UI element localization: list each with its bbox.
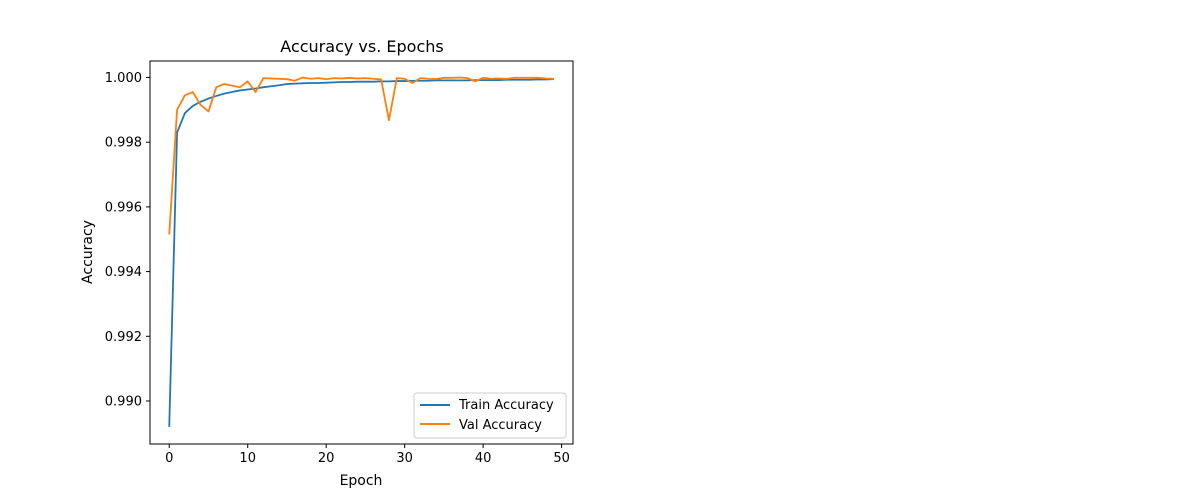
x-tick-label: 0 (165, 451, 173, 466)
x-axis-label: Epoch (340, 473, 383, 489)
legend: Train Accuracy Val Accuracy (413, 392, 567, 439)
y-tick-label: 1.000 (105, 71, 142, 86)
x-tick-label: 50 (553, 451, 570, 466)
y-tick-label: 0.994 (105, 265, 142, 280)
chart-title: Accuracy vs. Epochs (280, 37, 443, 56)
y-tick-label: 0.992 (105, 330, 142, 345)
legend-box (413, 392, 567, 439)
y-axis-label: Accuracy (80, 220, 96, 284)
legend-label-train: Train Accuracy (458, 398, 554, 413)
legend-label-val: Val Accuracy (459, 418, 542, 433)
x-tick-label: 30 (396, 451, 413, 466)
plot-area (168, 76, 554, 427)
y-tick-label: 0.990 (105, 394, 142, 409)
x-tick-label: 40 (475, 451, 492, 466)
axes-frame (149, 60, 574, 445)
series-line-val-accuracy (168, 76, 554, 235)
x-tick-label: 20 (318, 451, 335, 466)
y-tick-label: 0.996 (105, 200, 142, 215)
x-tick-label: 10 (239, 451, 256, 466)
x-axis: 0 10 20 30 40 50 (165, 444, 570, 466)
y-tick-label: 0.998 (105, 136, 142, 151)
series-line-train-accuracy (168, 78, 554, 427)
y-axis: 0.990 0.992 0.994 0.996 0.998 1.000 (105, 71, 150, 409)
